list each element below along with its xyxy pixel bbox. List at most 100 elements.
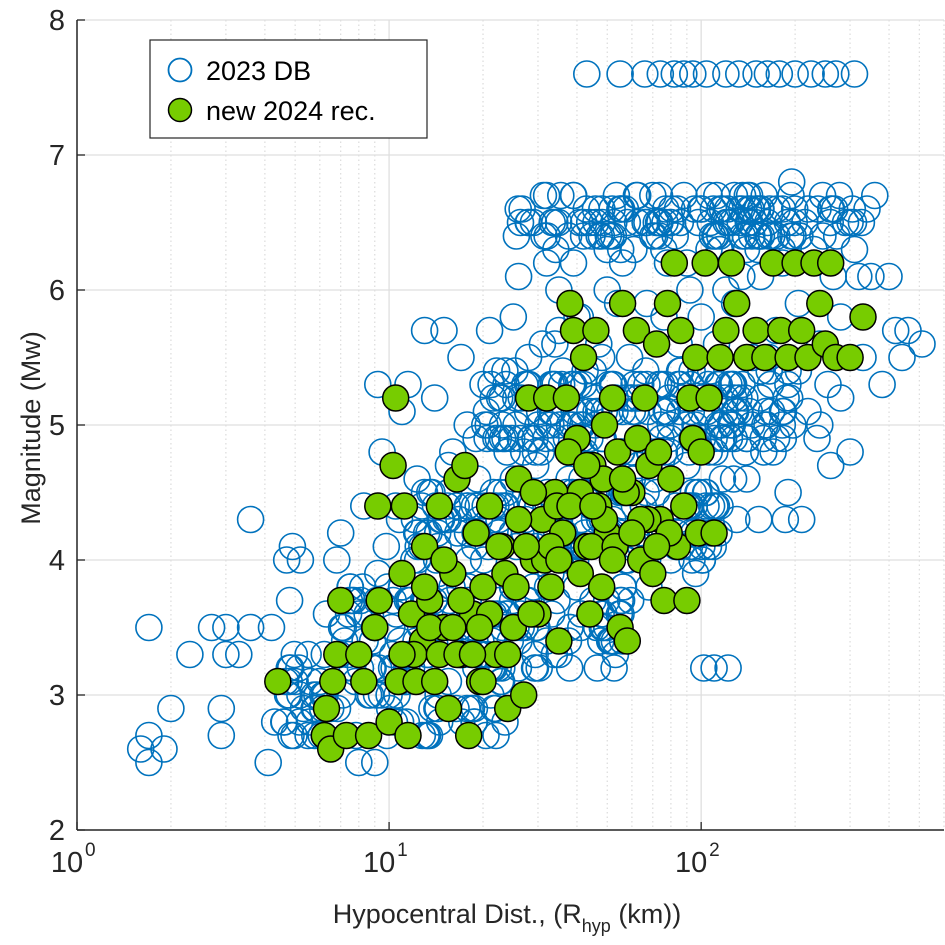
data-point-2023-db: [150, 735, 178, 763]
data-point-new-2024: [388, 559, 416, 588]
data-point-new-2024: [364, 492, 392, 520]
legend-label-new: new 2024 rec.: [206, 96, 376, 126]
data-point-new-2024: [631, 384, 659, 412]
data-point-2023-db: [559, 249, 588, 277]
data-point-new-2024: [537, 573, 565, 601]
data-point-2023-db: [491, 424, 519, 453]
data-point-2023-db: [816, 451, 845, 480]
legend-label-db: 2023 DB: [206, 56, 311, 86]
data-point-new-2024: [590, 411, 619, 439]
data-point-new-2024: [608, 465, 637, 493]
data-point-2023-db: [157, 694, 185, 723]
data-point-new-2024: [485, 532, 513, 561]
data-point-2023-db: [360, 748, 389, 777]
y-tick-label: 6: [49, 275, 65, 307]
data-point-2023-db: [599, 208, 628, 237]
data-point-new-2024: [556, 289, 584, 318]
data-point-2023-db: [811, 60, 840, 88]
data-point-new-2024: [687, 438, 715, 466]
data-point-new-2024: [816, 249, 845, 277]
data-point-2023-db: [508, 195, 536, 223]
data-point-2023-db: [908, 330, 936, 358]
data-point-new-2024: [751, 343, 779, 372]
data-point-2023-db: [504, 262, 533, 291]
data-point-2023-db: [294, 640, 322, 669]
data-point-2023-db: [797, 60, 825, 88]
data-point-2023-db: [689, 654, 718, 682]
data-point-new-2024: [365, 586, 393, 615]
data-point-2023-db: [600, 654, 628, 682]
legend: 2023 DB new 2024 rec.: [149, 39, 428, 139]
x-axis-title-tail: (km)): [611, 899, 681, 929]
data-point-new-2024: [462, 519, 490, 547]
data-point-2023-db: [594, 222, 623, 250]
data-point-new-2024: [569, 343, 598, 372]
data-point-2023-db: [280, 640, 309, 669]
data-point-new-2024: [469, 573, 497, 601]
data-point-2023-db: [775, 384, 804, 412]
legend-marker-db: [167, 57, 193, 83]
data-point-2023-db: [598, 195, 626, 223]
data-point-new-2024: [573, 451, 601, 480]
data-point-new-2024: [657, 465, 685, 493]
data-point-new-2024: [650, 586, 678, 615]
data-point-new-2024: [639, 559, 667, 588]
data-point-new-2024: [420, 667, 449, 696]
data-point-new-2024: [787, 316, 816, 345]
data-point-2023-db: [275, 586, 304, 615]
x-tick-label: 10: [51, 847, 83, 879]
data-point-2023-db: [236, 505, 265, 534]
data-point-2023-db: [702, 181, 731, 210]
series-new-2024-rec: [264, 249, 877, 763]
data-point-2023-db: [272, 546, 301, 574]
data-point-2023-db: [809, 222, 837, 250]
data-point-2023-db: [322, 546, 351, 574]
data-point-new-2024: [379, 451, 407, 480]
data-point-2023-db: [765, 60, 794, 88]
data-point-new-2024: [653, 289, 682, 318]
data-point-2023-db: [746, 384, 775, 412]
data-point-2023-db: [771, 505, 800, 534]
data-point-2023-db: [482, 357, 511, 385]
data-point-2023-db: [817, 195, 846, 223]
data-point-new-2024: [598, 546, 627, 574]
data-point-2023-db: [756, 370, 785, 399]
data-point-2023-db: [606, 586, 635, 615]
data-point-2023-db: [126, 735, 155, 763]
data-point-new-2024: [465, 613, 494, 642]
data-point-2023-db: [644, 208, 673, 237]
data-point-2023-db: [521, 424, 549, 453]
data-point-new-2024: [608, 289, 637, 318]
data-point-2023-db: [714, 208, 743, 237]
data-point-2023-db: [521, 451, 550, 480]
x-tick-exponent: 2: [709, 840, 720, 861]
data-point-2023-db: [700, 654, 728, 682]
data-point-new-2024: [410, 573, 439, 601]
data-point-new-2024: [469, 667, 497, 696]
x-tick-label: 10: [363, 847, 395, 879]
data-point-2023-db: [687, 303, 716, 331]
data-point-new-2024: [312, 694, 341, 723]
data-point-new-2024: [673, 586, 701, 615]
data-point-2023-db: [528, 330, 557, 358]
data-point-new-2024: [319, 667, 347, 696]
data-point-2023-db: [836, 438, 864, 466]
data-point-2023-db: [781, 60, 809, 88]
y-tick-label: 2: [49, 815, 65, 847]
y-tick-label: 3: [49, 680, 65, 712]
data-point-2023-db: [753, 411, 781, 439]
data-point-new-2024: [642, 532, 671, 561]
data-point-2023-db: [826, 384, 855, 412]
data-point-2023-db: [691, 478, 720, 507]
data-point-new-2024: [598, 384, 627, 412]
data-point-2023-db: [692, 60, 721, 88]
data-point-new-2024: [691, 249, 719, 277]
data-point-new-2024: [345, 640, 373, 669]
data-point-2023-db: [724, 60, 753, 88]
data-point-2023-db: [651, 208, 679, 237]
data-point-2023-db: [787, 505, 816, 534]
data-point-new-2024: [509, 681, 538, 709]
data-point-2023-db: [888, 343, 916, 372]
data-point-2023-db: [559, 181, 588, 210]
